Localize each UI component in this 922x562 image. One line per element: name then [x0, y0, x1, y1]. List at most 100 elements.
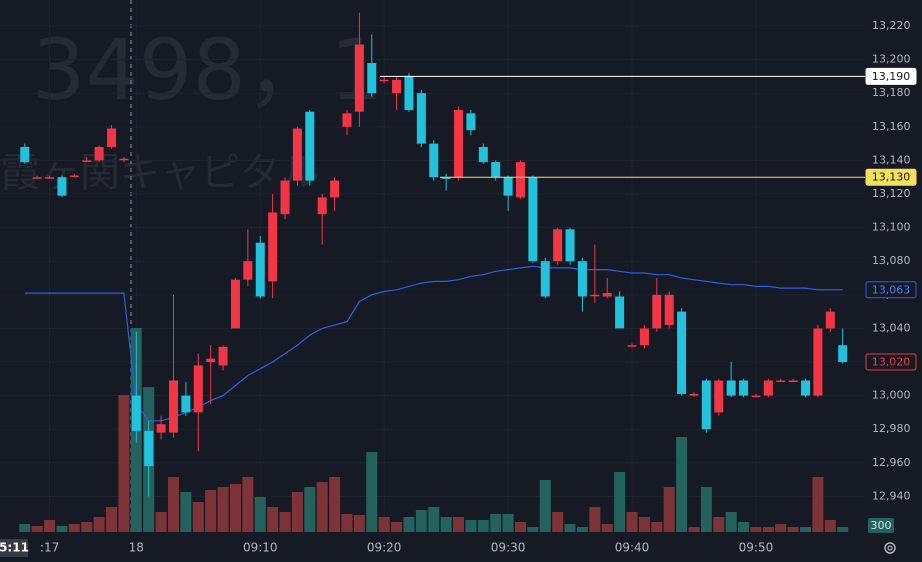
- candle-body: [515, 162, 525, 198]
- volume-bar: [44, 520, 56, 532]
- price-line-label: 13,130: [872, 171, 911, 184]
- candle-body: [168, 380, 178, 433]
- volume-bar: [564, 524, 576, 532]
- candle-body: [280, 180, 290, 215]
- candle-body: [292, 128, 302, 181]
- volume-bar: [837, 527, 849, 532]
- y-tick-label: 13,140: [872, 153, 911, 166]
- candle-body: [354, 44, 364, 112]
- y-tick-label: 13,220: [872, 19, 911, 32]
- volume-bar: [192, 502, 204, 532]
- x-tick-label: 09:20: [367, 541, 402, 555]
- candle-body: [466, 113, 476, 131]
- volume-bar: [477, 520, 489, 532]
- volume-bar: [180, 492, 192, 532]
- price-axis: [865, 0, 922, 562]
- candle-body: [392, 79, 402, 94]
- volume-bar: [217, 487, 229, 532]
- candle-body: [503, 177, 513, 196]
- candle-body: [788, 380, 798, 382]
- volume-bar: [453, 517, 465, 532]
- volume-bar: [589, 507, 601, 532]
- vwap-label: 13,063: [872, 283, 911, 296]
- y-tick-label: 13,200: [872, 53, 911, 66]
- volume-bar: [812, 477, 824, 532]
- volume-bar: [391, 522, 403, 532]
- candle-body: [491, 162, 501, 178]
- volume-bar: [378, 517, 390, 532]
- volume-bar: [291, 492, 303, 532]
- candle-body: [131, 395, 141, 431]
- volume-bar: [490, 514, 502, 532]
- volume-bar: [725, 512, 737, 532]
- volume-bar: [81, 522, 93, 532]
- volume-bar: [316, 482, 328, 532]
- crosshair-time-box: [0, 539, 28, 557]
- candle-body: [590, 294, 600, 297]
- candle-body: [69, 175, 79, 178]
- candle-body: [838, 345, 848, 363]
- candle-body: [107, 128, 117, 147]
- candle-body: [528, 177, 538, 262]
- last-price-box: [865, 353, 917, 371]
- candle-body: [317, 197, 327, 215]
- vwap-box: [865, 281, 917, 299]
- volume-bar: [31, 526, 43, 532]
- volume-bar: [539, 480, 551, 532]
- watermark-name: 霞ヶ関キャピタル: [0, 150, 320, 196]
- y-tick-label: 13,040: [872, 321, 911, 334]
- candle-body: [664, 294, 674, 326]
- candle-body: [404, 76, 414, 111]
- volume-label: 300: [871, 519, 892, 532]
- candle-body: [330, 180, 340, 198]
- y-tick-label: 12,940: [872, 489, 911, 502]
- volume-bar: [242, 477, 254, 532]
- volume-bar: [750, 527, 762, 532]
- candle-body: [218, 346, 228, 366]
- candle-body: [639, 328, 649, 346]
- candle-body: [429, 143, 439, 178]
- candle-body: [156, 424, 166, 433]
- volume-bar: [267, 507, 279, 532]
- volume-bar: [93, 517, 105, 532]
- candle-body: [627, 345, 637, 347]
- candle-body: [255, 242, 265, 297]
- volume-bar: [688, 527, 700, 532]
- candle-body: [379, 79, 389, 82]
- volume-bar: [279, 512, 291, 532]
- gear-hub[interactable]: [887, 545, 893, 551]
- y-tick-label: 13,120: [872, 187, 911, 200]
- candle-body: [553, 229, 563, 262]
- x-tick-label: 18: [129, 541, 144, 555]
- volume-bar: [56, 526, 68, 532]
- settings-icon[interactable]: [884, 542, 896, 554]
- volume-bar: [738, 522, 750, 532]
- volume-bar: [205, 490, 217, 532]
- volume-bar: [800, 527, 812, 532]
- volume-bar: [341, 514, 353, 532]
- gear[interactable]: [884, 542, 896, 554]
- volume-bar: [353, 515, 365, 532]
- volume-bar: [366, 452, 378, 532]
- volume-bar: [514, 522, 526, 532]
- candle-body: [193, 365, 203, 413]
- plot: [0, 0, 865, 532]
- volume-bar: [626, 512, 638, 532]
- candle-body: [144, 430, 154, 467]
- x-tick-label: 09:40: [615, 541, 650, 555]
- volume-bar: [601, 524, 613, 532]
- volume-bar: [440, 517, 452, 532]
- candle-body: [342, 113, 352, 127]
- crosshair-time: 5:11: [0, 541, 29, 555]
- volume-bar: [787, 527, 799, 532]
- volume-bar: [502, 514, 514, 532]
- volume-bar: [824, 520, 836, 532]
- volume-bar: [700, 487, 712, 532]
- candle-body: [763, 380, 773, 396]
- volume-label-box: [868, 518, 894, 533]
- candle-body: [689, 393, 699, 396]
- volume-bar: [465, 520, 477, 532]
- volume-bar: [576, 527, 588, 532]
- candle-body: [577, 261, 587, 297]
